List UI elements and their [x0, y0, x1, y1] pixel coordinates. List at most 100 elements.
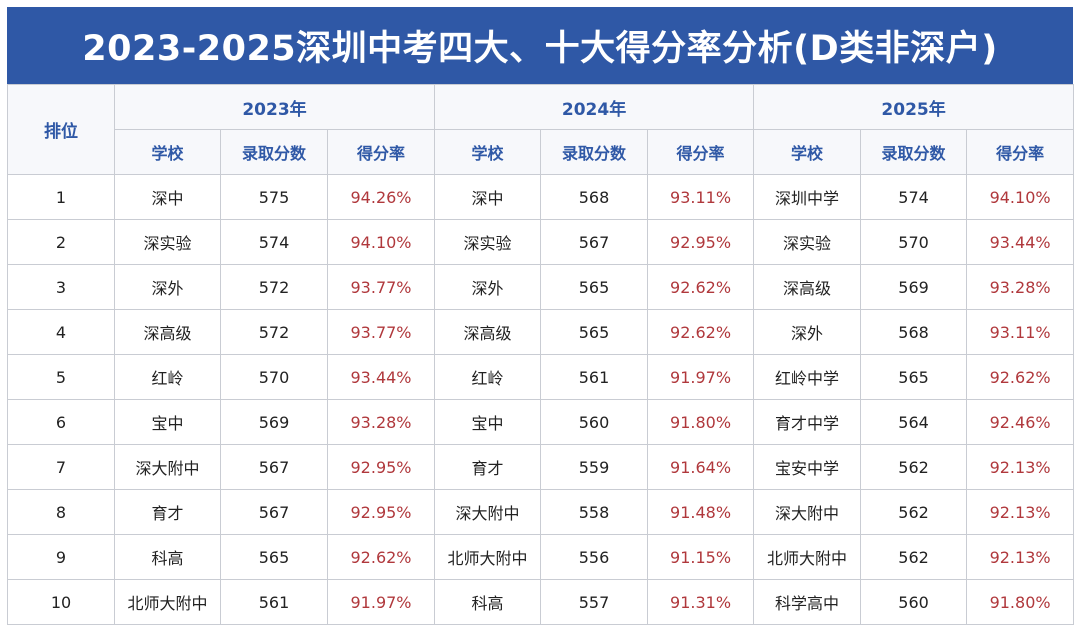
score-cell: 574: [220, 219, 328, 265]
page-title: 2023-2025深圳中考四大、十大得分率分析(D类非深户): [7, 7, 1073, 84]
rank-cell: 9: [7, 534, 115, 580]
score-cell: 572: [220, 309, 328, 355]
school-cell: 深外: [753, 309, 862, 355]
school-cell: 深高级: [434, 309, 542, 355]
school-cell: 深大附中: [114, 444, 221, 490]
score-cell: 561: [540, 354, 649, 400]
column-header-rate: 得分率: [966, 129, 1075, 175]
year-header-2025: 2025年: [753, 84, 1075, 130]
school-cell: 科高: [114, 534, 221, 580]
rate-cell: 92.95%: [326, 444, 436, 490]
rate-cell: 92.46%: [966, 399, 1075, 445]
school-cell: 深外: [434, 264, 542, 310]
rate-cell: 93.44%: [966, 219, 1075, 265]
rank-cell: 8: [7, 489, 115, 535]
score-cell: 558: [540, 489, 649, 535]
rate-cell: 91.64%: [647, 444, 755, 490]
rate-cell: 92.62%: [966, 354, 1075, 400]
rank-header: 排位: [7, 84, 115, 175]
school-cell: 宝中: [434, 399, 542, 445]
column-header-school: 学校: [434, 129, 542, 175]
column-header-rate: 得分率: [647, 129, 755, 175]
score-cell: 565: [540, 309, 649, 355]
score-cell: 568: [540, 174, 649, 220]
rank-cell: 2: [7, 219, 115, 265]
rate-cell: 91.97%: [326, 579, 436, 625]
rate-cell: 92.95%: [326, 489, 436, 535]
rate-cell: 93.44%: [326, 354, 436, 400]
column-header-score: 录取分数: [860, 129, 968, 175]
rank-cell: 10: [7, 579, 115, 625]
table-row: 7 深大附中 567 92.95% 育才 559 91.64% 宝安中学 562 92.13%: [7, 444, 1075, 490]
table-row: 3 深外 572 93.77% 深外 565 92.62% 深高级 569 93.28%: [7, 264, 1075, 310]
score-cell: 570: [220, 354, 328, 400]
score-cell: 572: [220, 264, 328, 310]
score-cell: 560: [860, 579, 968, 625]
rate-cell: 94.10%: [966, 174, 1075, 220]
score-cell: 565: [220, 534, 328, 580]
table-row: 8 育才 567 92.95% 深大附中 558 91.48% 深大附中 562 92.13%: [7, 489, 1075, 535]
rate-cell: 91.31%: [647, 579, 755, 625]
school-cell: 北师大附中: [114, 579, 221, 625]
rate-cell: 91.80%: [647, 399, 755, 445]
rate-cell: 93.77%: [326, 309, 436, 355]
rate-cell: 91.48%: [647, 489, 755, 535]
rate-cell: 91.80%: [966, 579, 1075, 625]
school-cell: 宝中: [114, 399, 221, 445]
score-cell: 561: [220, 579, 328, 625]
school-cell: 育才中学: [753, 399, 862, 445]
school-cell: 深大附中: [434, 489, 542, 535]
column-header-row: 学校 录取分数 得分率 学校 录取分数 得分率 学校 录取分数 得分率: [8, 129, 1075, 175]
score-cell: 557: [540, 579, 649, 625]
school-cell: 深实验: [114, 219, 221, 265]
table-row: 6 宝中 569 93.28% 宝中 560 91.80% 育才中学 564 92.46%: [7, 399, 1075, 445]
rate-cell: 92.95%: [647, 219, 755, 265]
school-cell: 深外: [114, 264, 221, 310]
score-cell: 575: [220, 174, 328, 220]
rank-cell: 7: [7, 444, 115, 490]
score-cell: 562: [860, 444, 968, 490]
score-cell: 568: [860, 309, 968, 355]
score-cell: 569: [860, 264, 968, 310]
school-cell: 北师大附中: [434, 534, 542, 580]
score-cell: 567: [540, 219, 649, 265]
year-header-2024: 2024年: [434, 84, 755, 130]
rate-cell: 92.62%: [647, 264, 755, 310]
rate-cell: 92.13%: [966, 489, 1075, 535]
score-cell: 569: [220, 399, 328, 445]
score-cell: 559: [540, 444, 649, 490]
school-cell: 科高: [434, 579, 542, 625]
column-header-score: 录取分数: [220, 129, 328, 175]
column-header-score: 录取分数: [540, 129, 649, 175]
rate-cell: 94.10%: [326, 219, 436, 265]
score-table: 排位 2023年 2024年 2025年 学校 录取分数 得分率 学校 录取分数…: [7, 84, 1075, 625]
school-cell: 深实验: [753, 219, 862, 265]
school-cell: 红岭: [114, 354, 221, 400]
score-cell: 564: [860, 399, 968, 445]
school-cell: 宝安中学: [753, 444, 862, 490]
table-row: 2 深实验 574 94.10% 深实验 567 92.95% 深实验 570 93.44%: [7, 219, 1075, 265]
school-cell: 深高级: [753, 264, 862, 310]
school-cell: 深实验: [434, 219, 542, 265]
table-row: 1 深中 575 94.26% 深中 568 93.11% 深圳中学 574 94.10%: [7, 174, 1075, 220]
rank-cell: 1: [7, 174, 115, 220]
rate-cell: 93.11%: [966, 309, 1075, 355]
rate-cell: 93.28%: [326, 399, 436, 445]
school-cell: 红岭中学: [753, 354, 862, 400]
table-row: 4 深高级 572 93.77% 深高级 565 92.62% 深外 568 93.11%: [7, 309, 1075, 355]
rate-cell: 93.77%: [326, 264, 436, 310]
score-cell: 565: [540, 264, 649, 310]
score-cell: 562: [860, 489, 968, 535]
school-cell: 深中: [434, 174, 542, 220]
rate-cell: 91.15%: [647, 534, 755, 580]
school-cell: 深中: [114, 174, 221, 220]
score-cell: 570: [860, 219, 968, 265]
table-row: 9 科高 565 92.62% 北师大附中 556 91.15% 北师大附中 562 92.13%: [7, 534, 1075, 580]
year-header-row: 排位 2023年 2024年 2025年: [7, 84, 1075, 175]
school-cell: 红岭: [434, 354, 542, 400]
rank-cell: 4: [7, 309, 115, 355]
score-cell: 562: [860, 534, 968, 580]
school-cell: 育才: [114, 489, 221, 535]
school-cell: 深高级: [114, 309, 221, 355]
rate-cell: 93.11%: [647, 174, 755, 220]
